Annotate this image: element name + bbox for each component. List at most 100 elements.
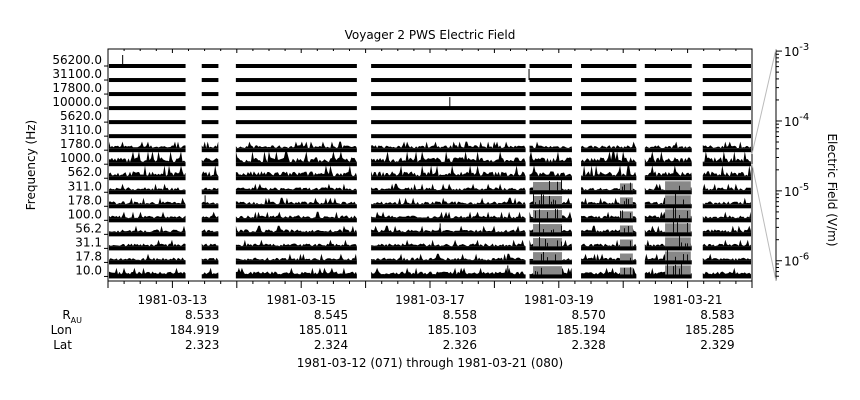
event-baseline [533,218,563,223]
channel-baseline [644,134,692,139]
channel-baseline [201,218,219,223]
channel-baseline [702,148,751,153]
event-spike [547,257,548,261]
channel-baseline [109,162,186,167]
event-baseline [533,204,563,209]
y-axis-label: Frequency (Hz) [24,120,38,211]
colorbar-tick-exponent: -4 [799,112,809,123]
channel-baseline [109,274,186,279]
spike-mark [439,223,441,235]
y-tick-label: 311.0 [68,179,102,193]
channel-baseline [529,176,572,181]
channel-baseline [235,260,357,265]
channel-baseline [581,92,637,97]
ephemeris-label-subscript: AU [71,316,82,325]
channel-noise [644,183,692,191]
channel-row [109,64,751,68]
event-baseline [665,218,691,223]
event-spike [561,180,562,191]
channel-baseline [201,232,219,237]
event-spike [535,210,536,219]
event-spike [551,201,552,205]
event-spike [667,263,668,275]
y-tick-label: 3110.0 [60,123,102,137]
channel-noise [702,225,751,233]
x-tick-label: 1981-03-19 [524,293,594,307]
event-baseline [665,232,691,237]
channel-baseline [702,134,751,139]
ephemeris-value: 8.533 [185,308,219,322]
event-baseline [665,246,691,251]
channel-baseline [702,204,751,209]
channel-noise [371,211,526,219]
channel-row [109,134,751,139]
event-spike [673,221,674,233]
channel-baseline [529,92,572,97]
event-spike [687,210,688,219]
channel-noise [371,267,526,275]
channel-noise [371,225,526,233]
channel-noise [581,141,637,149]
channel-baseline [702,106,751,111]
event-baseline [533,232,563,237]
emission-event [533,180,563,279]
channel-baseline [109,64,186,68]
event-spike [543,194,544,205]
event-band [619,225,633,235]
channel-baseline [201,148,219,153]
channel-baseline [235,134,357,139]
event-band [665,195,691,207]
channel-noise [581,151,637,163]
event-spike [623,228,625,233]
event-baseline [665,204,691,209]
event-baseline [619,246,633,251]
channel-baseline [371,106,526,111]
channel-row [109,141,751,153]
channel-baseline [235,218,357,223]
channel-baseline [235,106,357,111]
channel-baseline [371,120,526,125]
channel-baseline [235,190,357,195]
event-band [533,224,563,235]
channel-baseline [371,78,526,83]
ephemeris-value: 8.570 [571,308,605,322]
channel-baseline [109,190,186,195]
channel-row [109,78,751,83]
event-spike [549,195,550,205]
channel-baseline [109,204,186,209]
channel-baseline [644,78,692,83]
channel-baseline [109,134,186,139]
event-spike [557,181,558,191]
channel-noise [201,243,219,247]
ephemeris-value: 185.011 [299,323,349,337]
channel-noise [201,211,219,219]
event-spike [561,225,562,233]
channel-baseline [201,246,219,251]
event-spike [535,271,536,275]
channel-baseline [529,148,572,153]
channel-baseline [702,218,751,223]
channel-noise [201,229,219,233]
y-tick-label: 10.0 [75,263,102,277]
colorbar-connector [751,48,777,155]
channel-noise [702,239,751,247]
channel-baseline [581,78,637,83]
event-spike [547,211,548,219]
channel-noise [109,225,186,233]
channel-baseline [109,176,186,181]
channel-baseline [581,232,637,237]
channel-baseline [109,246,186,251]
event-spike [547,242,548,247]
channel-noise [644,141,692,149]
spike-mark [528,69,530,81]
event-spike [537,271,538,275]
channel-baseline [201,274,219,279]
channel-noise [371,183,526,191]
channel-noise [109,141,186,149]
time-axis: 1981-03-13 1981-03-15 1981-03-17 1981-03-19… [107,49,753,307]
channel-noise [235,197,357,205]
channel-noise [529,141,572,149]
event-spike [623,267,625,275]
channel-baseline [109,148,186,153]
channel-baseline [581,190,637,195]
